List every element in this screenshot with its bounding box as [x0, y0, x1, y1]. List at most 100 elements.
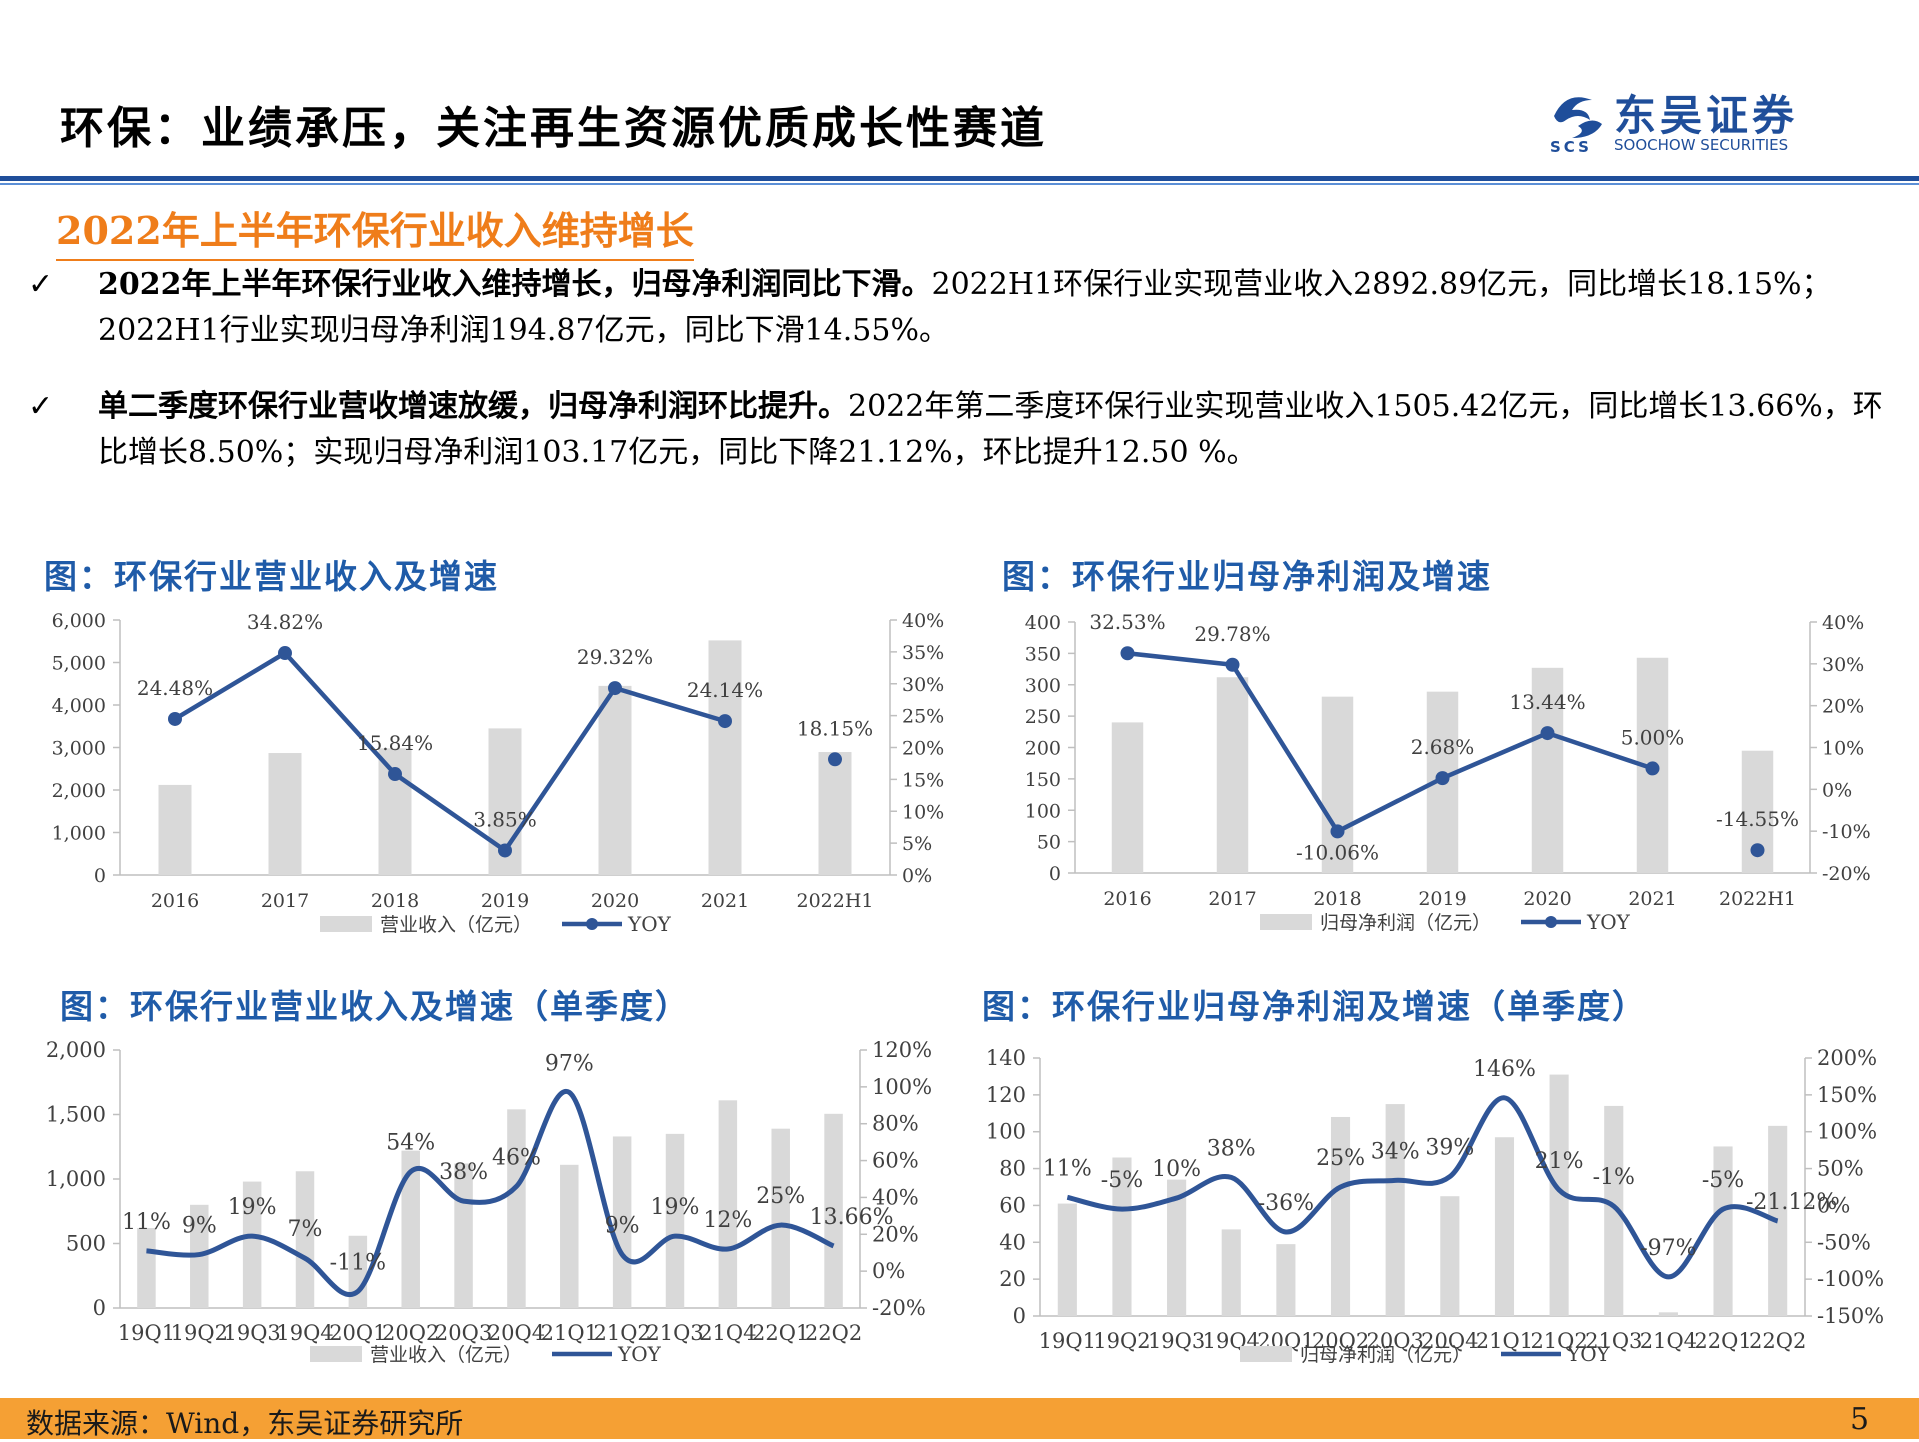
bar [560, 1164, 579, 1308]
yoy-data-label: 19% [228, 1195, 277, 1220]
right-tick-label: -10% [1822, 821, 1871, 843]
category-label: 2017 [1208, 888, 1256, 910]
yoy-data-label: -5% [1702, 1168, 1744, 1193]
category-label: 2020 [1523, 888, 1571, 910]
right-tick-label: 0% [902, 865, 932, 887]
yoy-data-label: 146% [1473, 1057, 1536, 1082]
yoy-data-label: 34.82% [247, 610, 323, 634]
yoy-point [718, 714, 732, 729]
bar [1167, 1179, 1187, 1316]
left-tick-label: 2,000 [46, 1038, 106, 1062]
category-label: 22Q1 [1694, 1329, 1751, 1353]
legend-line-label: YOY [1586, 910, 1631, 934]
bar [1658, 1312, 1678, 1316]
left-tick-label: 120 [986, 1083, 1026, 1107]
yoy-data-label: 12% [703, 1208, 752, 1233]
yoy-data-label: 25% [756, 1184, 805, 1209]
left-tick-label: 60 [999, 1193, 1026, 1217]
left-tick-label: 100 [986, 1120, 1026, 1144]
header-divider-thin [0, 183, 1919, 185]
right-tick-label: 50% [1817, 1157, 1864, 1181]
yoy-data-label: 97% [545, 1051, 594, 1076]
category-label: 2016 [1103, 888, 1151, 910]
category-label: 22Q2 [805, 1321, 862, 1345]
category-label: 21Q2 [593, 1321, 650, 1345]
left-tick-label: 400 [1025, 612, 1061, 634]
bar [454, 1163, 473, 1308]
right-tick-label: 60% [872, 1149, 919, 1173]
left-tick-label: 1,500 [46, 1103, 106, 1127]
right-tick-label: 0% [1822, 779, 1852, 801]
bar [268, 753, 302, 875]
yoy-data-label: -97% [1640, 1236, 1696, 1261]
category-label: 20Q2 [382, 1321, 439, 1345]
left-tick-label: 2,000 [52, 780, 106, 802]
category-label: 21Q1 [1476, 1329, 1533, 1353]
bar [1112, 1157, 1132, 1316]
left-tick-label: 6,000 [52, 610, 106, 632]
category-label: 22Q1 [752, 1321, 809, 1345]
yoy-data-label: 24.14% [687, 678, 763, 702]
right-tick-label: 150% [1817, 1083, 1877, 1107]
legend-line-label: YOY [627, 912, 672, 936]
yoy-point [1120, 646, 1135, 661]
yoy-data-label: 25% [1316, 1146, 1365, 1171]
chart-legend: 营业收入（亿元） YOY [310, 1342, 662, 1366]
left-tick-label: 50 [1037, 832, 1061, 854]
category-label: 19Q3 [1148, 1329, 1205, 1353]
right-tick-label: 5% [902, 833, 932, 855]
bar [718, 1100, 738, 1308]
left-tick-label: 5,000 [52, 653, 106, 675]
left-tick-label: 4,000 [52, 695, 106, 717]
right-tick-label: 20% [1822, 696, 1864, 718]
right-tick-label: 20% [902, 738, 944, 760]
yoy-point [388, 767, 402, 782]
legend-bar-swatch [320, 916, 372, 932]
bar [818, 752, 852, 875]
yoy-data-label: 5.00% [1621, 725, 1685, 749]
yoy-point [1750, 843, 1765, 858]
yoy-data-label: 29.78% [1194, 622, 1270, 646]
yoy-data-label: -11% [330, 1250, 386, 1275]
right-tick-label: 120% [872, 1038, 932, 1062]
yoy-data-label: -14.55% [1716, 807, 1799, 831]
chart-title-annual-profit: 图：环保行业归母净利润及增速 [1002, 557, 1492, 596]
bar [771, 1128, 790, 1308]
page-number: 5 [1850, 1402, 1870, 1437]
category-label: 19Q2 [171, 1321, 228, 1345]
yoy-line [146, 1089, 835, 1297]
left-tick-label: 0 [93, 1296, 106, 1320]
category-label: 2019 [1418, 888, 1466, 910]
yoy-point [168, 711, 182, 726]
left-tick-label: 1,000 [52, 823, 106, 845]
right-tick-label: 10% [1822, 738, 1864, 760]
left-tick-label: 0 [94, 865, 106, 887]
yoy-data-label: -36% [1258, 1191, 1314, 1216]
yoy-data-label: 54% [386, 1131, 435, 1156]
footer-bar [0, 1398, 1919, 1439]
logo-subtitle: SOOCHOW SECURITIES [1614, 136, 1788, 154]
yoy-data-label: 46% [492, 1145, 541, 1170]
right-tick-label: 100% [872, 1075, 932, 1099]
right-tick-label: 25% [902, 706, 944, 728]
right-tick-label: 0% [872, 1259, 905, 1283]
right-tick-label: 80% [872, 1112, 919, 1136]
bar [1276, 1244, 1296, 1316]
category-label: 2020 [591, 890, 639, 912]
bullet-2-lead: 单二季度环保行业营收增速放缓，归母净利润环比提升。 [98, 389, 848, 424]
header-divider [0, 176, 1919, 181]
yoy-data-label: 19% [651, 1195, 700, 1220]
yoy-data-label: -10.06% [1296, 840, 1379, 864]
legend-line-label: YOY [1566, 1342, 1611, 1366]
yoy-data-label: 18.15% [797, 716, 873, 740]
bar [242, 1181, 262, 1308]
yoy-data-label: -1% [1593, 1165, 1635, 1190]
bullet-paragraph-2: ✓ 单二季度环保行业营收增速放缓，归母净利润环比提升。2022年第二季度环保行业… [28, 384, 1888, 476]
bar [1713, 1146, 1733, 1316]
yoy-data-label: 24.48% [137, 676, 213, 700]
yoy-data-label: 29.32% [577, 645, 653, 669]
category-label: 20Q3 [1367, 1329, 1424, 1353]
bar [1330, 1116, 1351, 1316]
yoy-data-label: -5% [1101, 1168, 1143, 1193]
bar [1057, 1203, 1077, 1316]
